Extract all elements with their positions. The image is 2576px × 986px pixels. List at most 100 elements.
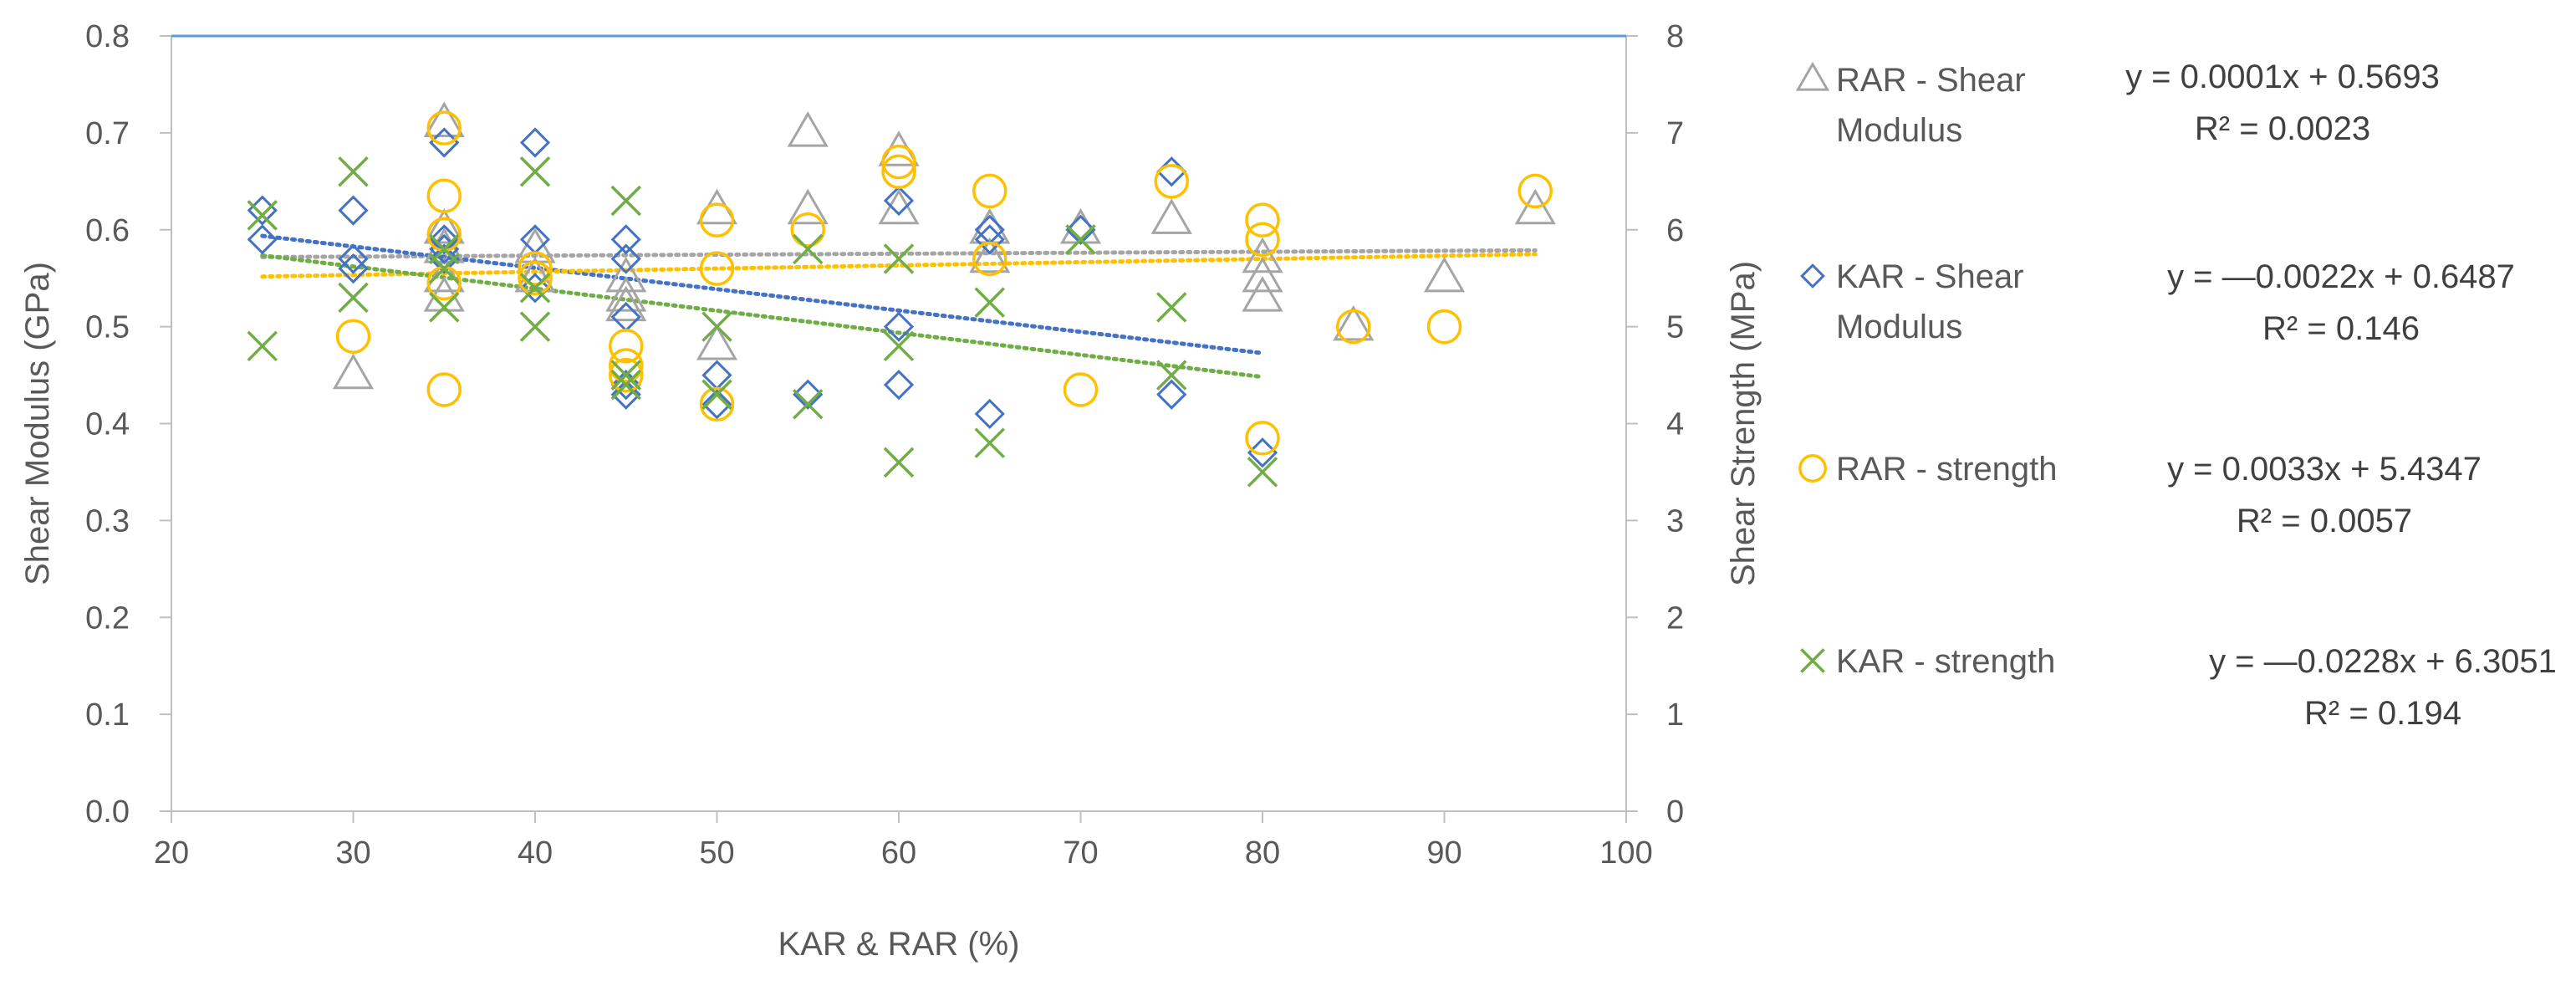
data-point-series-3 [610, 360, 641, 391]
trend-r-squared-3: R² = 0.194 [2304, 695, 2461, 732]
data-point-series-1 [701, 389, 732, 420]
x-tick-label: 80 [1245, 835, 1280, 871]
data-point-series-1 [1247, 437, 1278, 468]
x-tick-label: 20 [154, 835, 189, 871]
data-point-series-2 [972, 173, 1007, 209]
data-point-series-3 [519, 311, 551, 342]
data-point-series-1 [338, 195, 369, 226]
data-point-series-2 [426, 110, 462, 146]
data-point-series-2 [335, 319, 371, 354]
data-point-series-0 [1242, 256, 1283, 293]
x-tick-label: 60 [881, 835, 916, 871]
data-point-series-2 [699, 202, 735, 238]
data-point-series-1 [1065, 214, 1096, 245]
data-point-series-0 [1514, 188, 1556, 225]
data-point-series-2 [426, 372, 462, 407]
y-left-tick-label: 0.1 [85, 697, 130, 733]
data-point-series-1 [610, 243, 641, 274]
legend-label-0: RAR - Shear [1836, 62, 2026, 99]
data-point-series-0 [878, 188, 920, 225]
data-point-series-1 [793, 379, 824, 410]
data-point-series-2 [518, 251, 553, 286]
data-point-series-1 [1156, 156, 1187, 187]
data-point-series-1 [610, 301, 641, 333]
data-point-series-0 [605, 285, 647, 322]
data-point-series-1 [1156, 379, 1187, 410]
data-point-series-3 [1156, 360, 1187, 391]
data-point-series-3 [338, 282, 369, 314]
data-point-series-2 [699, 386, 735, 422]
data-point-series-3 [883, 447, 915, 478]
data-point-series-1 [247, 195, 278, 226]
y-right-tick-label: 4 [1666, 407, 1684, 442]
data-point-series-2 [426, 178, 462, 213]
data-point-series-0 [696, 324, 738, 360]
data-point-series-0 [332, 353, 375, 390]
data-point-series-1 [883, 185, 915, 217]
trend-equation-1: y = —0.0022x + 0.6487 [2167, 258, 2515, 295]
data-point-series-3 [519, 273, 551, 304]
data-point-series-1 [429, 224, 460, 255]
data-point-series-0 [969, 237, 1011, 273]
y-right-tick-label: 0 [1666, 794, 1684, 830]
data-point-series-3 [429, 253, 460, 284]
data-point-series-1 [610, 370, 641, 401]
data-point-series-0 [423, 101, 465, 137]
y-right-tick-label: 6 [1666, 213, 1684, 248]
data-point-series-2 [1245, 421, 1280, 456]
legend-label-1: KAR - Shear [1836, 258, 2024, 295]
data-point-series-3 [883, 243, 915, 274]
data-point-series-1 [610, 224, 641, 255]
legend-marker-0 [1795, 61, 1830, 91]
data-point-series-2 [609, 329, 644, 364]
data-point-series-3 [883, 330, 915, 362]
data-point-series-2 [881, 144, 916, 180]
y-axis-right-title: Shear Strength (MPa) [1725, 261, 1762, 586]
data-point-series-0 [1333, 304, 1375, 341]
data-point-series-2 [609, 348, 644, 383]
data-point-series-3 [610, 185, 641, 217]
data-point-series-2 [1245, 222, 1280, 258]
y-left-tick-label: 0.5 [85, 310, 130, 345]
data-point-series-0 [605, 256, 647, 293]
data-point-series-0 [1150, 198, 1192, 234]
data-point-series-2 [1336, 309, 1371, 345]
data-point-series-3 [793, 389, 824, 420]
legend-label-2: RAR - strength [1836, 451, 2058, 488]
y-left-tick-label: 0.6 [85, 213, 130, 248]
legend-marker-3 [1800, 648, 1825, 673]
data-point-series-3 [701, 311, 732, 342]
data-point-series-1 [429, 243, 460, 274]
data-point-series-0 [1242, 276, 1283, 312]
data-point-series-2 [1063, 372, 1099, 407]
legend-label-line2-0: Modulus [1836, 112, 1962, 149]
data-point-series-2 [1154, 164, 1189, 199]
data-point-series-1 [338, 243, 369, 274]
x-tick-label: 40 [518, 835, 553, 871]
data-point-series-3 [974, 427, 1005, 458]
data-point-series-1 [974, 224, 1005, 255]
data-point-series-1 [429, 127, 460, 158]
y-left-tick-label: 0.2 [85, 600, 130, 636]
data-point-series-0 [423, 207, 465, 244]
legend-marker-1 [1800, 263, 1825, 289]
data-point-series-3 [793, 233, 824, 265]
trend-equation-3: y = —0.0228x + 6.3051 [2209, 643, 2557, 680]
data-point-series-0 [787, 111, 829, 147]
data-point-series-1 [519, 127, 551, 158]
y-right-tick-label: 1 [1666, 697, 1684, 733]
data-point-series-3 [338, 156, 369, 187]
data-point-series-3 [610, 369, 641, 401]
data-point-series-1 [883, 370, 915, 401]
data-point-series-2 [699, 251, 735, 286]
x-tick-label: 70 [1063, 835, 1098, 871]
data-point-series-1 [610, 379, 641, 410]
y-right-tick-label: 7 [1666, 116, 1684, 151]
y-right-tick-label: 3 [1666, 503, 1684, 539]
data-point-series-0 [423, 256, 465, 293]
data-point-series-3 [519, 156, 551, 187]
data-point-series-1 [974, 398, 1005, 430]
x-tick-label: 30 [335, 835, 370, 871]
data-point-series-0 [696, 188, 738, 225]
